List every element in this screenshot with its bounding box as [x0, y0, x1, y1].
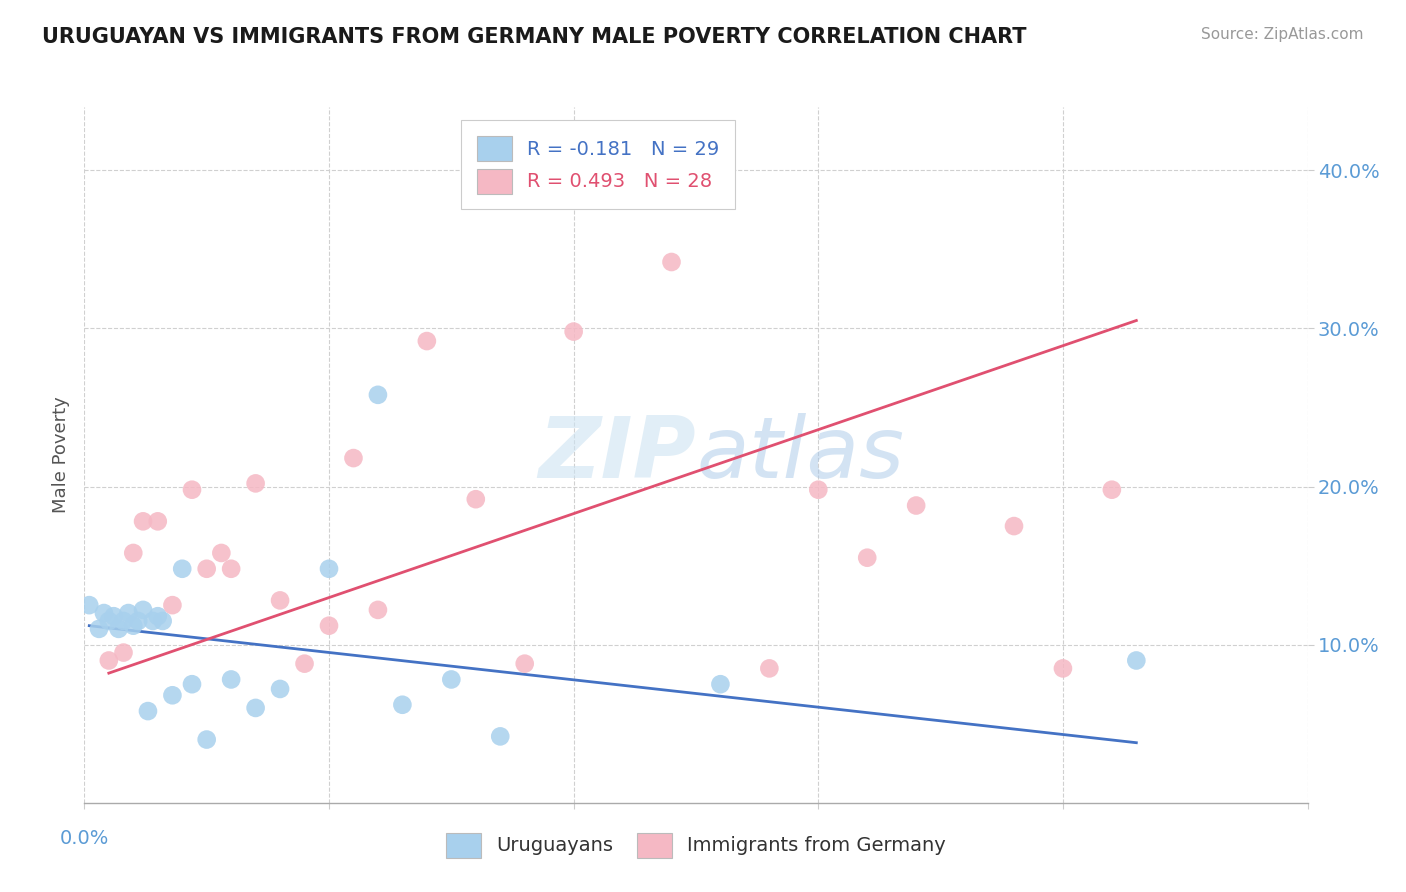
Point [195, 732, 218, 747]
Point [87, 622, 110, 636]
Point [416, 334, 439, 348]
Point [209, 546, 232, 560]
Point [269, 681, 291, 696]
Point [97, 614, 120, 628]
Point [162, 598, 184, 612]
Point [245, 476, 267, 491]
Point [709, 677, 731, 691]
Point [294, 657, 316, 671]
Point [905, 499, 928, 513]
Point [219, 673, 242, 687]
Point [440, 673, 463, 687]
Point [318, 618, 340, 632]
Point [1002, 519, 1025, 533]
Text: URUGUAYAN VS IMMIGRANTS FROM GERMANY MALE POVERTY CORRELATION CHART: URUGUAYAN VS IMMIGRANTS FROM GERMANY MAL… [42, 27, 1026, 46]
Point [122, 618, 145, 632]
Y-axis label: Male Poverty: Male Poverty [52, 397, 70, 513]
Point [103, 609, 125, 624]
Text: 0.0%: 0.0% [59, 830, 110, 848]
Text: Source: ZipAtlas.com: Source: ZipAtlas.com [1201, 27, 1364, 42]
Point [464, 492, 486, 507]
Point [97, 653, 120, 667]
Point [856, 550, 879, 565]
Point [146, 609, 169, 624]
Point [132, 603, 155, 617]
Point [513, 657, 536, 671]
Point [1052, 661, 1074, 675]
Point [245, 701, 267, 715]
Point [391, 698, 413, 712]
Point [758, 661, 780, 675]
Point [342, 451, 364, 466]
Point [195, 562, 218, 576]
Point [142, 614, 165, 628]
Point [661, 255, 683, 269]
Point [107, 622, 129, 636]
Point [112, 614, 135, 628]
Point [562, 325, 585, 339]
Text: atlas: atlas [696, 413, 904, 497]
Point [172, 562, 194, 576]
Point [1101, 483, 1123, 497]
Point [93, 606, 115, 620]
Point [269, 593, 291, 607]
Point [367, 388, 389, 402]
Point [132, 514, 155, 528]
Point [136, 704, 159, 718]
Point [219, 562, 242, 576]
Point [318, 562, 340, 576]
Point [181, 677, 204, 691]
Point [146, 514, 169, 528]
Point [77, 598, 100, 612]
Point [162, 688, 184, 702]
Point [112, 646, 135, 660]
Point [807, 483, 830, 497]
Point [152, 614, 174, 628]
Point [117, 606, 139, 620]
Point [122, 546, 145, 560]
Legend: Uruguayans, Immigrants from Germany: Uruguayans, Immigrants from Germany [430, 817, 962, 873]
Point [367, 603, 389, 617]
Point [489, 730, 512, 744]
Point [1125, 653, 1147, 667]
Point [127, 614, 149, 628]
Text: ZIP: ZIP [538, 413, 696, 497]
Point [181, 483, 204, 497]
